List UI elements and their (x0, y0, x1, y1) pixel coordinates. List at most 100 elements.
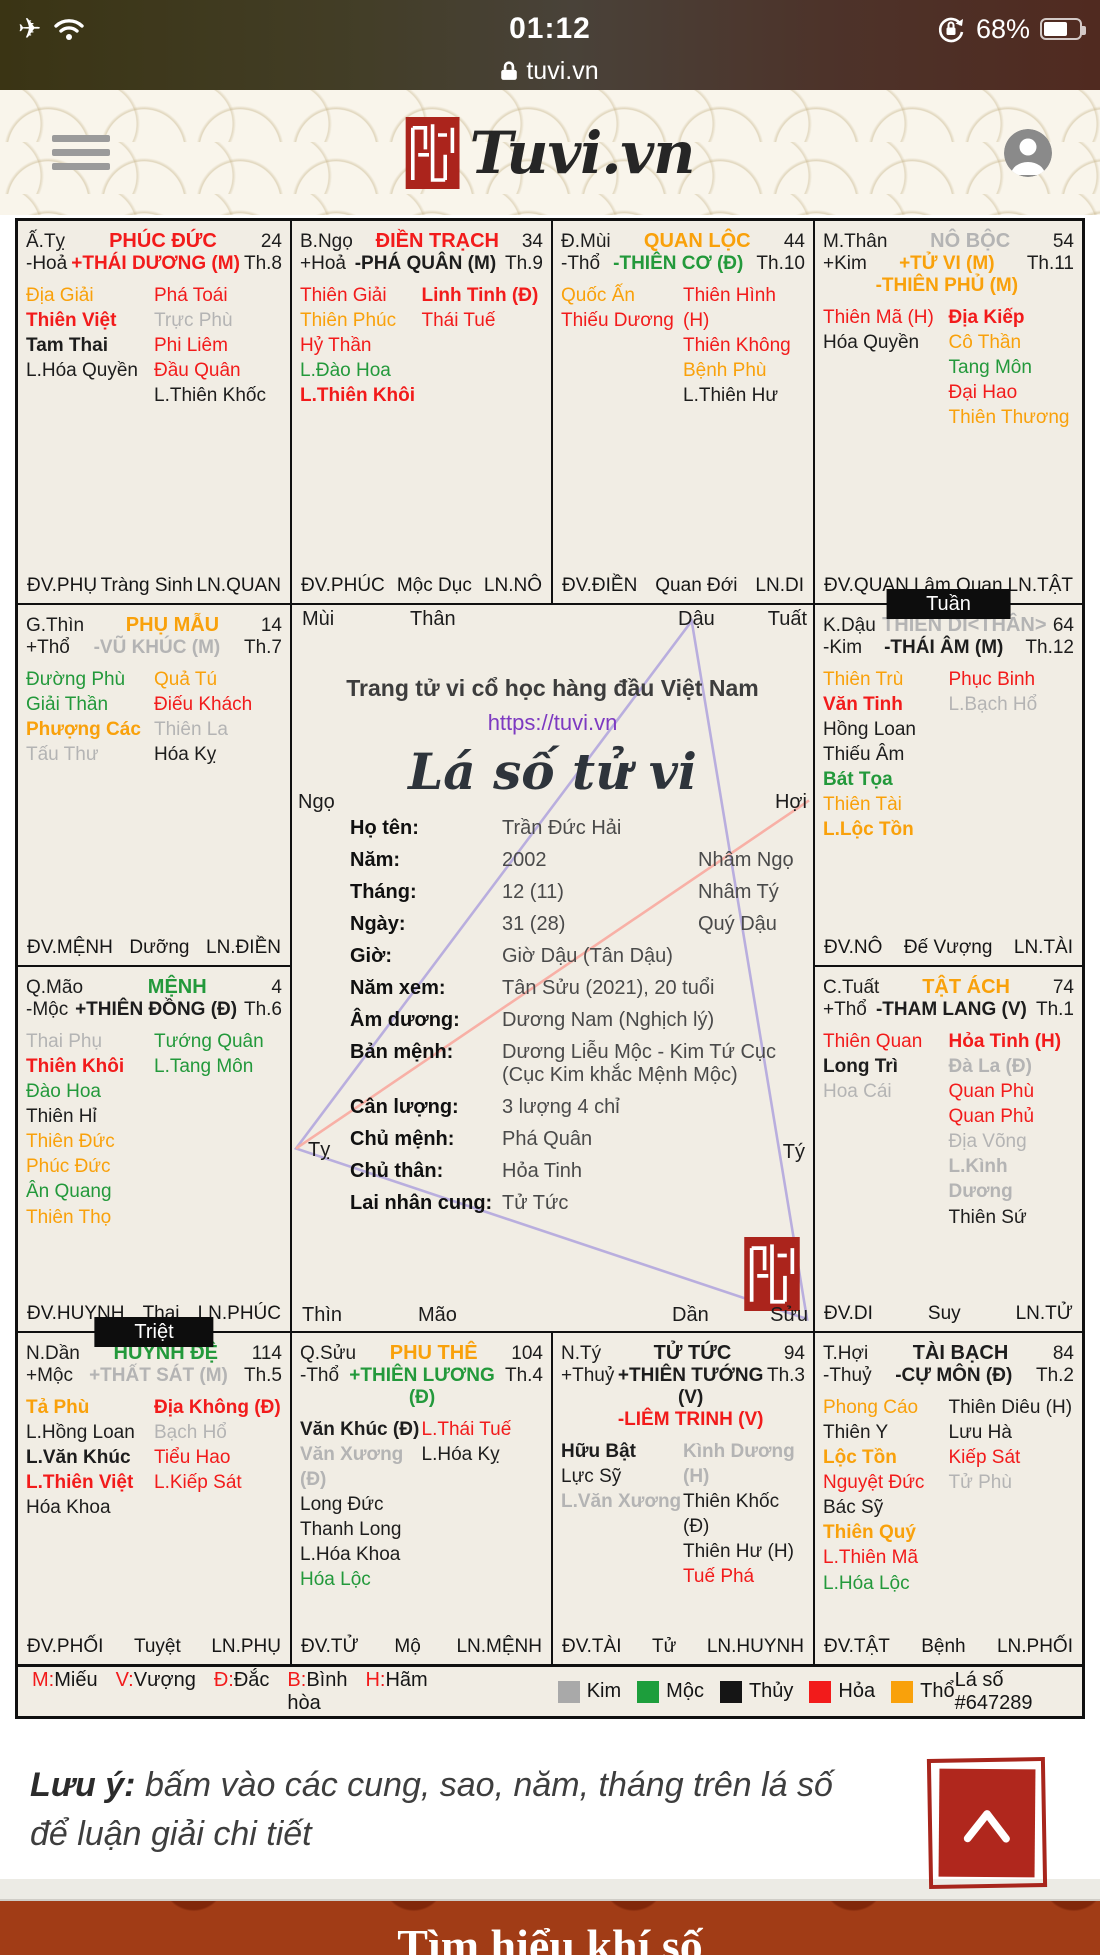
palace-cell-q-mao[interactable]: Q.Mão MỆNH 4 -Mộc +THIÊN ĐỒNG (Đ) Th.6 T… (18, 967, 290, 1331)
trang-sinh-label[interactable]: Suy (927, 1303, 961, 1324)
luu-nien-label[interactable]: LN.TỬ (1015, 1303, 1073, 1324)
info-value[interactable]: Hỏa Tinh (502, 1160, 583, 1182)
star[interactable]: Kình Dương (H) (683, 1441, 795, 1488)
star[interactable]: Thiên Không (683, 335, 791, 357)
star[interactable]: L.Hóa Quyền (26, 360, 138, 382)
main-star[interactable]: +THIÊN ĐỒNG (Đ) (75, 999, 238, 1020)
star[interactable]: Thiên Hình (H) (683, 285, 776, 332)
star[interactable]: Thiên Trù (823, 669, 904, 690)
star[interactable]: Thiên Tài (823, 794, 902, 816)
star[interactable]: Thiên La (154, 719, 228, 741)
star[interactable]: L.Kình Dương (948, 1156, 1013, 1203)
star[interactable]: Tướng Quân (154, 1031, 264, 1052)
info-value[interactable]: Tử Tức (502, 1192, 569, 1214)
star[interactable]: Hoa Cái (823, 1081, 892, 1103)
star[interactable]: Văn Xương (Đ) (300, 1444, 404, 1491)
star[interactable]: Hóa Kỵ (154, 744, 217, 766)
info-value[interactable]: Phá Quân (502, 1128, 593, 1150)
hamburger-menu-icon[interactable] (52, 128, 110, 177)
star[interactable]: Tả Phù (26, 1397, 90, 1418)
luu-nien-label[interactable]: LN.TẬT (1007, 575, 1073, 596)
star[interactable]: Thiên Phúc (300, 310, 397, 332)
star[interactable]: Thiên Đức (26, 1131, 115, 1153)
star[interactable]: Hóa Quyền (823, 332, 920, 354)
star[interactable]: Lộc Tồn (823, 1447, 897, 1469)
trang-sinh-label[interactable]: Mộc Dục (396, 575, 472, 596)
luu-nien-label[interactable]: LN.PHỤ (211, 1636, 281, 1657)
star[interactable]: Đường Phù (26, 669, 126, 690)
star[interactable]: Thiên Hư (H) (683, 1541, 794, 1563)
star[interactable]: Long Đức (300, 1494, 384, 1516)
main-stars[interactable]: -CỰ MÔN (Đ) (872, 1365, 1036, 1387)
star[interactable]: L.Kiếp Sát (154, 1472, 242, 1494)
star[interactable]: Hóa Khoa (26, 1497, 111, 1519)
star[interactable]: L.Văn Khúc (26, 1447, 131, 1469)
star[interactable]: L.Hóa Khoa (300, 1544, 401, 1566)
star[interactable]: Phá Toái (154, 285, 228, 306)
dai-van-label[interactable]: ĐV.TÀI (562, 1636, 622, 1657)
luu-nien-label[interactable]: LN.PHÚC (197, 1303, 281, 1324)
star[interactable]: Thiên Thọ (26, 1206, 112, 1228)
info-value[interactable]: Trần Đức Hải (502, 817, 622, 839)
dai-van-label[interactable]: ĐV.TỬ (301, 1636, 359, 1657)
can-chi-label[interactable]: K.Dậu (823, 615, 876, 636)
star[interactable]: Thanh Long (300, 1519, 402, 1541)
star[interactable]: Giải Thần (26, 694, 109, 716)
info-value[interactable]: Dương Nam (Nghịch lý) (502, 1009, 715, 1031)
main-star[interactable]: +THÁI DƯƠNG (M) (71, 253, 240, 274)
trang-sinh-label[interactable]: Tử (652, 1636, 677, 1657)
dai-van-label[interactable]: ĐV.ĐIỀN (562, 575, 638, 596)
tuan-triet-marker[interactable]: Tuần (886, 589, 1011, 619)
site-logo[interactable]: Tuvi.vn (405, 116, 695, 190)
star[interactable]: Thiên Y (823, 1422, 889, 1444)
scroll-to-top-button[interactable] (926, 1756, 1048, 1890)
star[interactable]: Tam Thai (26, 335, 108, 357)
main-stars[interactable]: +THẤT SÁT (M) (73, 1365, 244, 1387)
star[interactable]: Văn Khúc (Đ) (300, 1419, 420, 1440)
palace-cell-g-thin[interactable]: G.Thìn PHỤ MẪU 14 +Thổ -VŨ KHÚC (M) Th.7… (18, 605, 290, 965)
site-url-link[interactable]: https://tuvi.vn (487, 710, 618, 735)
main-star[interactable]: +THẤT SÁT (M) (89, 1365, 228, 1386)
star[interactable]: Bệnh Phù (683, 360, 767, 382)
palace-cell-t-hoi[interactable]: T.Hợi TÀI BẠCH 84 -Thuỷ -CỰ MÔN (Đ) Th.2… (815, 1333, 1082, 1664)
star[interactable]: Thiên Giải (300, 285, 387, 306)
palace-name[interactable]: TỬ TỨC (653, 1342, 732, 1364)
palace-name[interactable]: TẬT ÁCH (922, 976, 1010, 998)
star[interactable]: L.Thiên Việt (26, 1472, 134, 1494)
info-value[interactable]: 2002 (502, 849, 547, 871)
luu-nien-label[interactable]: LN.ĐIỀN (206, 937, 281, 958)
star[interactable]: Thiên Khốc (Đ) (683, 1491, 780, 1538)
star[interactable]: Thiên Mã (H) (823, 307, 934, 328)
palace-cell--mui[interactable]: Đ.Mùi QUAN LỘC 44 -Thổ -THIÊN CƠ (Đ) Th.… (553, 221, 813, 603)
star[interactable]: Quan Phủ (948, 1106, 1035, 1128)
luu-nien-label[interactable]: LN.TÀI (1013, 937, 1073, 958)
star[interactable]: Tử Phù (948, 1472, 1012, 1494)
trang-sinh-label[interactable]: Mộ (394, 1636, 421, 1657)
star[interactable]: Điếu Khách (154, 694, 253, 716)
palace-cell-b-ngo[interactable]: B.Ngọ ĐIỀN TRẠCH 34 +Hoả -PHÁ QUÂN (M) T… (292, 221, 551, 603)
star[interactable]: Long Trì (823, 1056, 898, 1078)
star[interactable]: Linh Tinh (Đ) (421, 285, 539, 306)
star[interactable]: Hỏa Tinh (H) (948, 1031, 1062, 1052)
main-stars[interactable]: +THIÊN TƯỚNG (V) -LIÊM TRINH (V) (614, 1365, 767, 1431)
star[interactable]: L.Tang Môn (154, 1056, 254, 1078)
star[interactable]: Tuế Phá (683, 1566, 755, 1588)
star[interactable]: Tang Môn (948, 357, 1032, 379)
star[interactable]: Thiếu Dương (561, 310, 674, 332)
luu-nien-label[interactable]: LN.HUYNH (706, 1636, 804, 1657)
palace-cell-a-ty[interactable]: Ấ.Tỵ PHÚC ĐỨC 24 -Hoả +THÁI DƯƠNG (M) Th… (18, 221, 290, 603)
trang-sinh-label[interactable]: Tràng Sinh (100, 575, 193, 596)
main-star[interactable]: -THÁI ÂM (M) (884, 637, 1004, 658)
can-chi-label[interactable]: C.Tuất (823, 977, 880, 998)
star[interactable]: L.Đào Hoa (300, 360, 391, 382)
star[interactable]: Thiếu Âm (823, 744, 905, 766)
info-value[interactable]: Giờ Dậu (Tân Dậu) (502, 945, 673, 967)
star[interactable]: Phượng Các (26, 719, 141, 741)
star[interactable]: Thiên Hỉ (26, 1106, 97, 1128)
palace-name[interactable]: NÔ BỘC (930, 230, 1011, 252)
info-extra[interactable]: Nhâm Tý (698, 881, 779, 903)
can-chi-label[interactable]: Q.Sửu (300, 1343, 357, 1364)
main-stars[interactable]: -THAM LANG (V) (867, 999, 1036, 1021)
info-extra[interactable]: Quý Dậu (698, 913, 777, 935)
star[interactable]: Phi Liêm (154, 335, 228, 357)
